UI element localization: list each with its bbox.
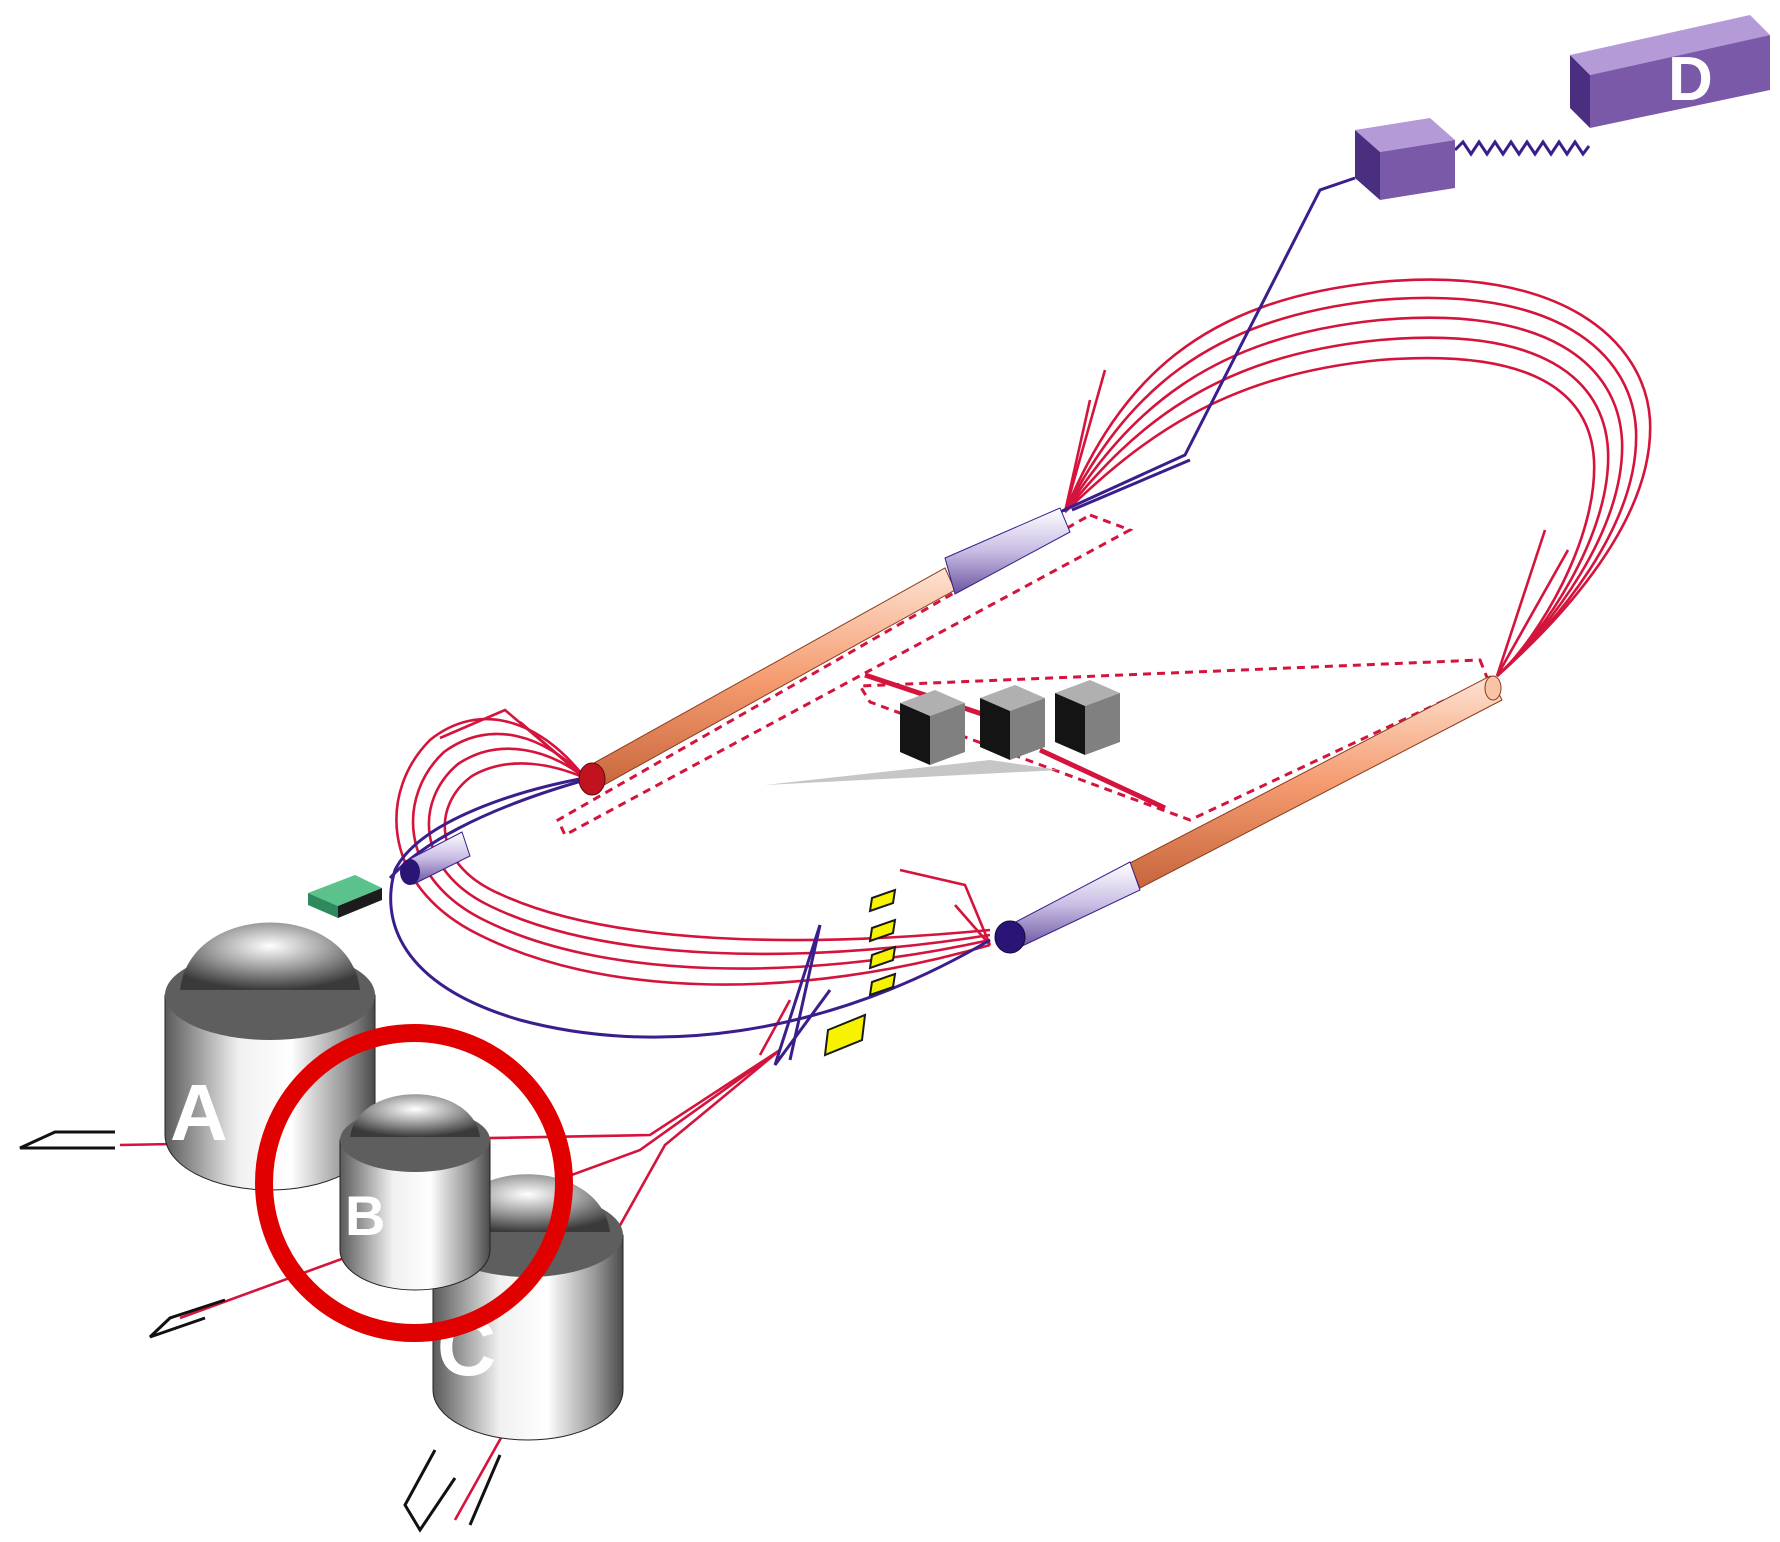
label-a: A: [170, 1068, 228, 1157]
recirculation-arcs: [119, 278, 1652, 1521]
north-linac: [578, 507, 1071, 796]
injector-module: [400, 831, 471, 885]
beam-dumps: [19, 1130, 502, 1533]
hall-a: A: [164, 922, 376, 1191]
refrigeration-plant: [765, 680, 1120, 785]
fel-module: [1355, 118, 1455, 200]
highlight-circle: [255, 1024, 573, 1342]
wiggler-spring: [1453, 139, 1591, 157]
injector-green: [308, 875, 382, 918]
label-b: B: [345, 1184, 385, 1247]
dipole-magnets: [823, 888, 897, 1057]
label-d: D: [1668, 45, 1713, 114]
linac-outlines: [556, 513, 1490, 838]
south-linac: [994, 675, 1503, 954]
experiment-hall-d: D: [1570, 15, 1770, 128]
hall-b: B: [339, 1094, 491, 1291]
